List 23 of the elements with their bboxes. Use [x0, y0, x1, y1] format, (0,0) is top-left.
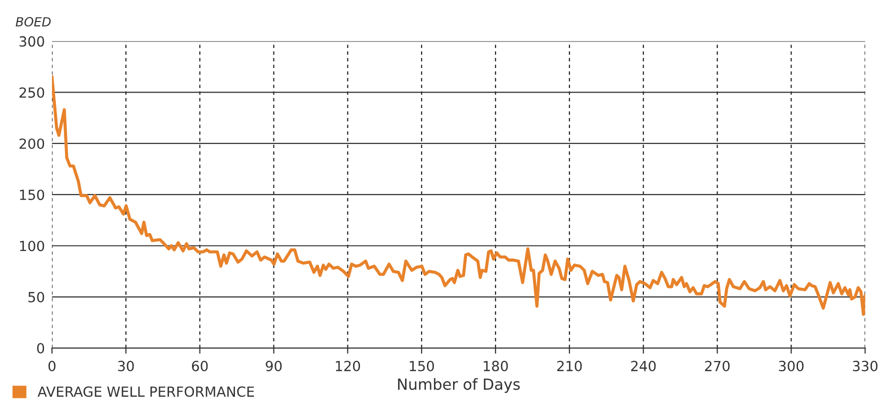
y-tick-label: 250	[20, 87, 44, 98]
x-tick-label: 150	[410, 360, 434, 372]
y-tick-label: 100	[20, 240, 44, 252]
x-tick-label: 330	[852, 360, 878, 372]
x-tick-label: 30	[118, 360, 134, 372]
x-tick-label: 210	[557, 360, 582, 372]
x-tick-label: 120	[336, 360, 360, 372]
y-tick-label: 50	[28, 292, 44, 302]
y-axis-title: BOED	[16, 17, 51, 27]
y-tick-label: 150	[20, 190, 44, 200]
y-tick-label: 300	[20, 36, 44, 47]
x-tick-label: 0	[48, 360, 56, 372]
y-tick-label: 0	[37, 342, 44, 354]
line-series	[52, 75, 866, 316]
x-tick-label: 60	[192, 360, 208, 372]
x-tick-label: 240	[631, 360, 656, 372]
x-tick-label: 180	[484, 360, 508, 372]
x-tick-label: 90	[266, 360, 282, 372]
legend-label: AVERAGE WELL PERFORMANCE	[38, 386, 254, 397]
x-tick-label: 270	[705, 360, 730, 372]
y-tick-label: 200	[20, 138, 44, 149]
x-axis-title: Number of Days	[398, 378, 520, 393]
x-tick-label: 300	[779, 360, 804, 372]
